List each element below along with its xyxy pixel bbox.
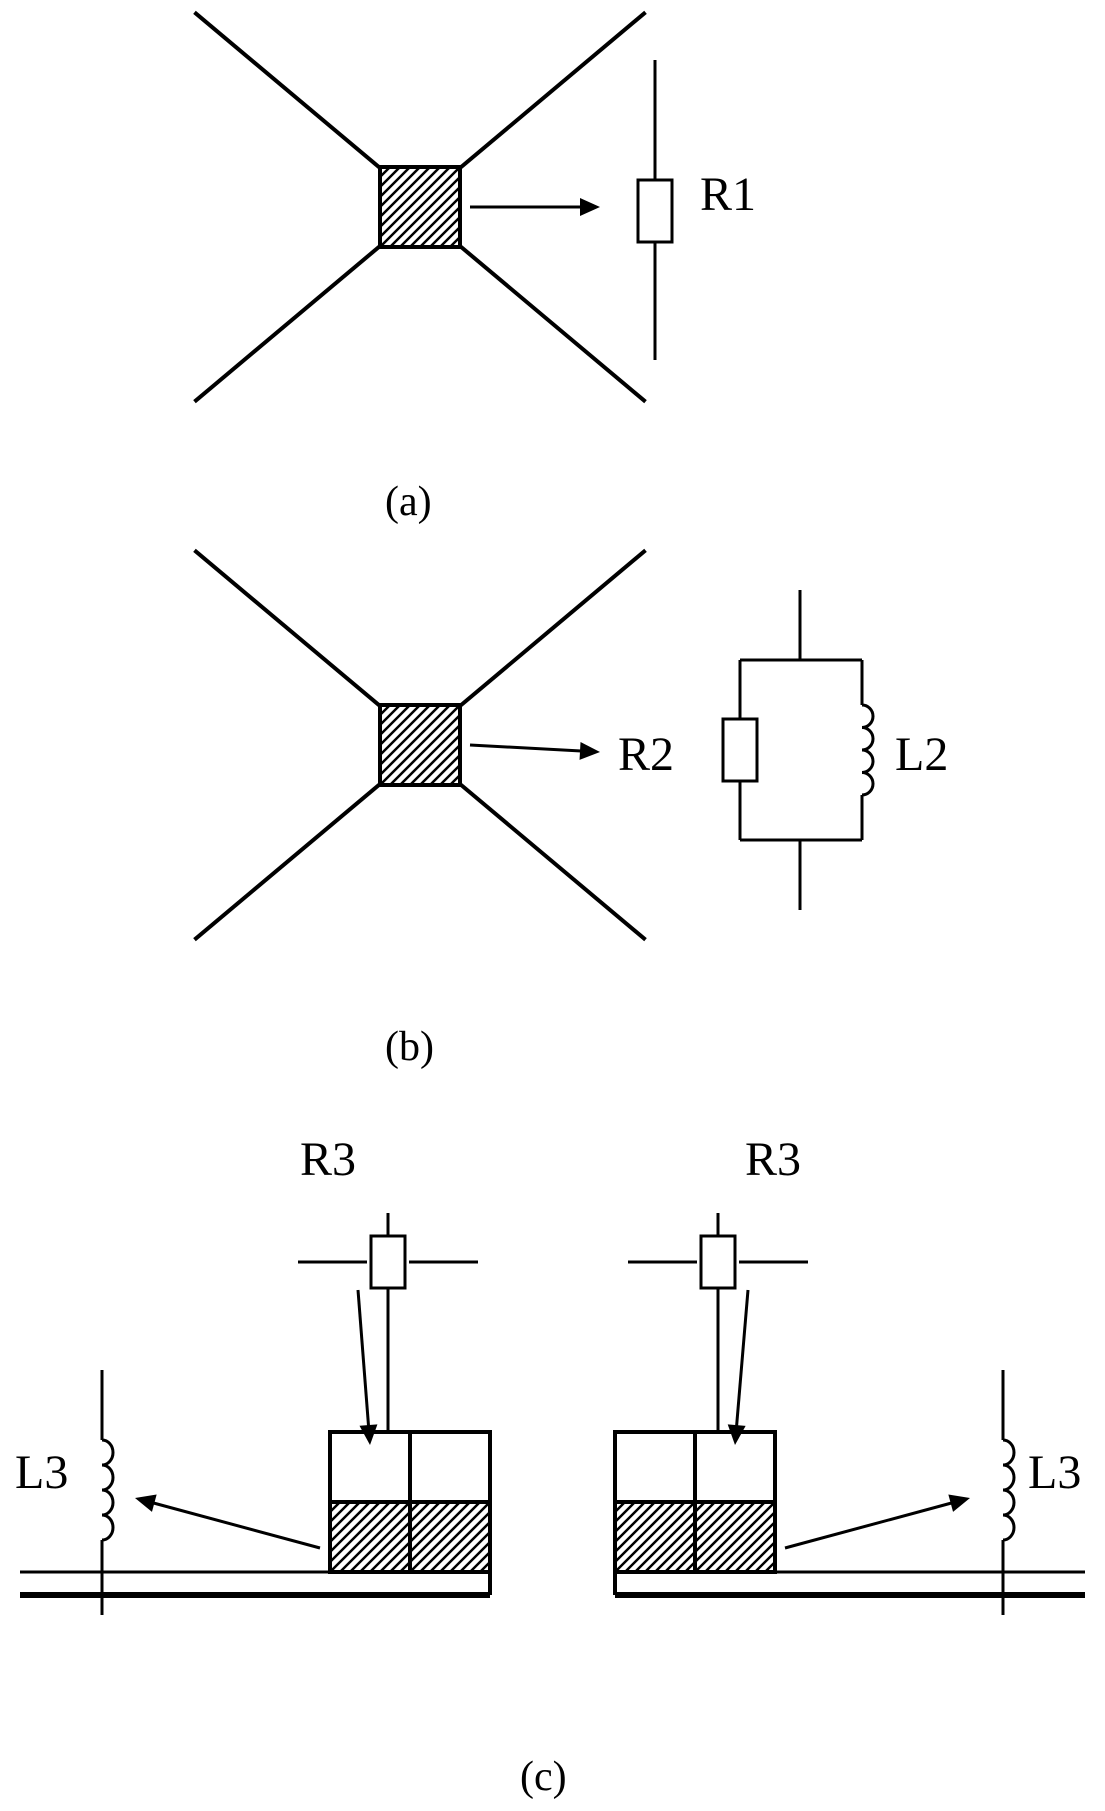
figure-svg: R1 R2 L2 R3 R3 L3 L3 (a) (b) (c) — [0, 0, 1105, 1811]
resistor-r3-1 — [701, 1236, 735, 1288]
resistor-r2 — [723, 719, 757, 781]
resistor-r1 — [638, 180, 672, 242]
caption-c: (c) — [520, 1754, 567, 1800]
label-l2: L2 — [895, 728, 948, 781]
label-r2: R2 — [618, 728, 674, 781]
label-r3-300: R3 — [300, 1133, 356, 1186]
figure-container: R1 R2 L2 R3 R3 L3 L3 (a) (b) (c) — [0, 0, 1105, 1811]
caption-b: (b) — [385, 1024, 434, 1070]
caption-a: (a) — [385, 479, 432, 525]
label-r1: R1 — [700, 168, 756, 221]
label-r3-745: R3 — [745, 1133, 801, 1186]
label-l3-1028: L3 — [1028, 1446, 1081, 1499]
resistor-r3-0 — [371, 1236, 405, 1288]
label-l3-15: L3 — [15, 1446, 68, 1499]
